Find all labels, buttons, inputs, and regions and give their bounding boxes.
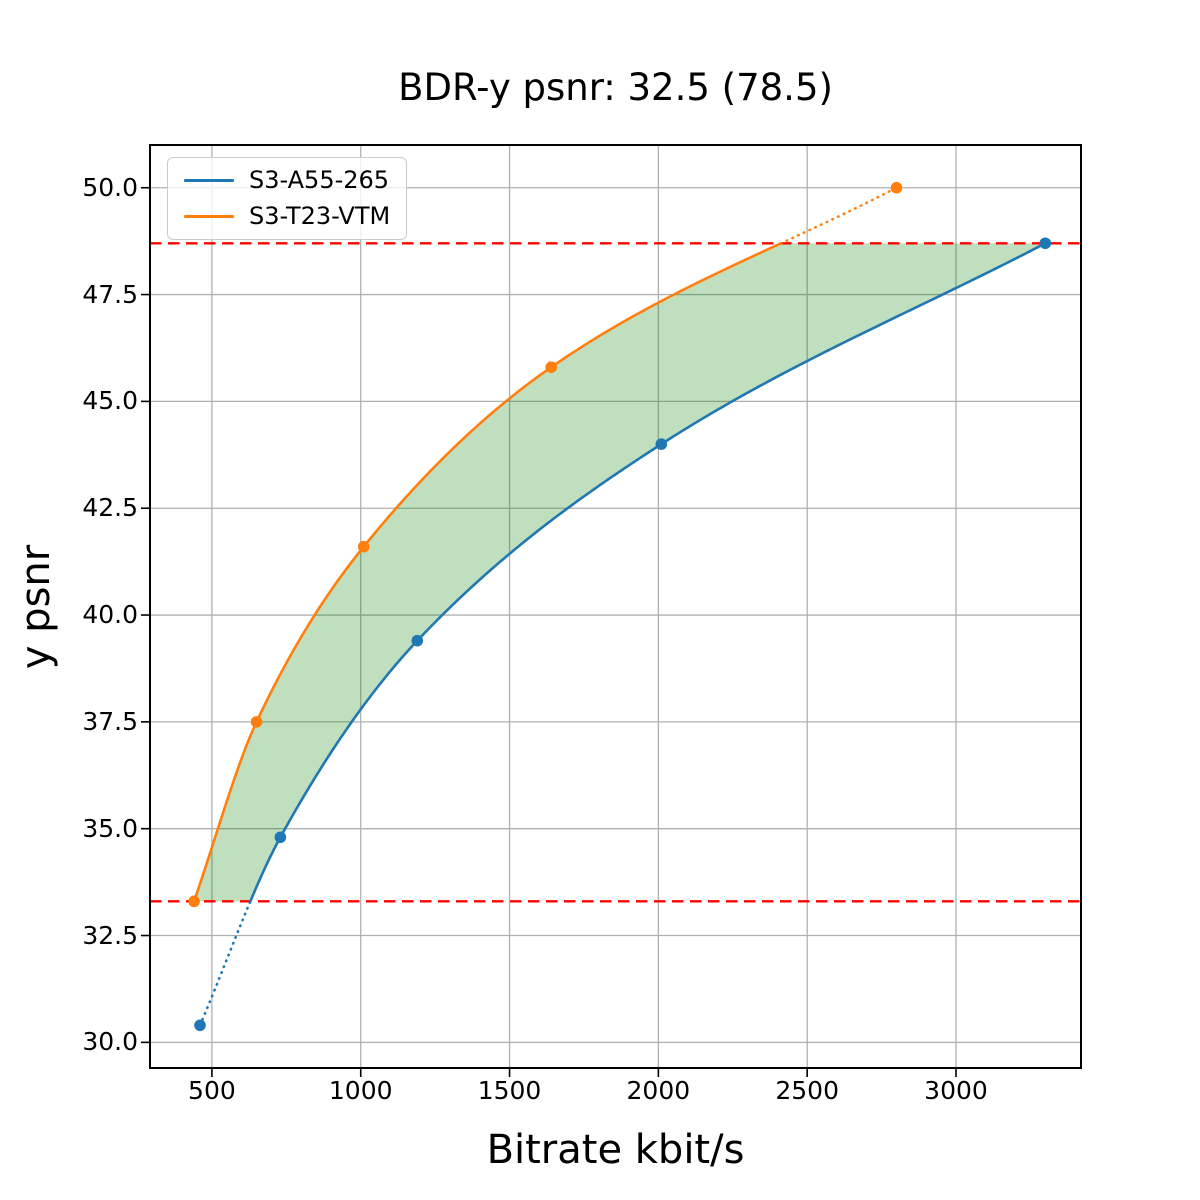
data-point-marker (655, 438, 668, 450)
x-tick-label: 500 (188, 1076, 236, 1105)
y-tick-label: 50.0 (82, 172, 138, 202)
y-tick-label: 40.0 (82, 600, 138, 630)
data-point-marker (890, 181, 903, 194)
y-tick-label: 32.5 (82, 920, 138, 950)
legend-line-sample (184, 215, 234, 218)
series-curve-dotted (198, 900, 252, 1027)
data-point-marker (1039, 237, 1052, 250)
data-point-marker (357, 540, 370, 553)
y-tick-label: 47.5 (82, 279, 138, 309)
x-axis-label: Bitrate kbit/s (486, 1127, 745, 1173)
y-tick-label: 30.0 (82, 1027, 138, 1057)
y-tick-label: 45.0 (82, 386, 138, 416)
legend-item: S3-T23-VTM (184, 203, 390, 230)
series-curve-solid (249, 241, 1047, 903)
legend-label: S3-T23-VTM (249, 202, 391, 230)
series-curve-solid (192, 241, 783, 903)
data-point-marker (194, 1019, 206, 1032)
x-tick-label: 3000 (924, 1076, 988, 1105)
data-point-marker (545, 361, 558, 374)
plot-border (149, 144, 1082, 1069)
y-tick-label: 37.5 (82, 706, 138, 736)
x-tick-label: 1000 (328, 1076, 393, 1105)
x-tick-label: 2500 (775, 1076, 839, 1105)
legend: S3-A55-265 S3-T23-VTM (167, 157, 408, 240)
x-tick-label: 2000 (626, 1076, 691, 1105)
data-point-marker (274, 831, 287, 844)
legend-label: S3-A55-265 (249, 166, 390, 194)
legend-line-sample (184, 179, 234, 182)
data-point-marker (411, 634, 424, 647)
y-tick-label: 35.0 (82, 813, 138, 843)
chart-title: BDR-y psnr: 32.5 (78.5) (398, 66, 833, 109)
data-point-marker (188, 895, 200, 908)
legend-item: S3-A55-265 (184, 167, 390, 194)
series-curve-dotted (779, 186, 898, 245)
bd-area-fill (194, 243, 1046, 902)
plot-area (141, 144, 1082, 1077)
x-tick-label: 1500 (477, 1076, 542, 1105)
y-tick-label: 42.5 (82, 493, 138, 523)
data-point-marker (250, 716, 263, 728)
